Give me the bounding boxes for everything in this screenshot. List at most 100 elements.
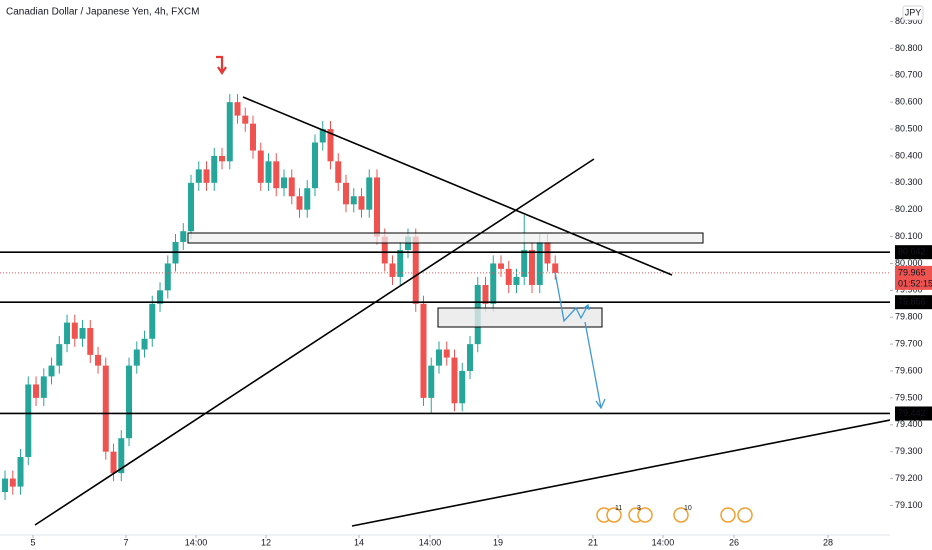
candle-body — [335, 161, 342, 183]
x-tick-label: 21 — [588, 537, 598, 547]
event-icon — [720, 507, 736, 523]
x-tick-label: 19 — [493, 537, 503, 547]
candle-body — [288, 177, 295, 197]
y-tick-label: 79.100 — [895, 500, 923, 510]
y-tick-label: 80.000 — [895, 258, 923, 268]
candle-body — [374, 177, 381, 237]
candle-body — [505, 268, 512, 285]
candle-body — [358, 196, 365, 210]
candle-body — [110, 451, 117, 474]
projection-path — [584, 321, 606, 410]
candle-body — [242, 115, 249, 124]
candle-body — [17, 457, 24, 487]
candle-body — [40, 376, 47, 398]
currency-button[interactable] — [902, 5, 924, 21]
candle-body — [102, 365, 109, 452]
plot-area — [0, 94, 890, 501]
candle-body — [435, 349, 442, 366]
candle-body — [257, 150, 264, 183]
x-tick-label: 5 — [31, 537, 36, 547]
y-tick-label: 80.100 — [895, 231, 923, 241]
candle-body — [304, 188, 311, 210]
candle-body — [9, 478, 16, 487]
y-tick-label: 79.500 — [895, 392, 923, 402]
level-box — [895, 245, 932, 260]
y-tick-label: 80.500 — [895, 123, 923, 133]
y-tick-label: 80.600 — [895, 97, 923, 107]
event-icon — [737, 507, 753, 523]
candle-body — [490, 263, 497, 304]
candle-body — [265, 161, 272, 183]
candle-body — [250, 123, 257, 151]
candle-body — [211, 155, 218, 183]
candle-body — [459, 371, 466, 404]
x-tick-label: 7 — [123, 537, 128, 547]
level-box — [895, 295, 932, 310]
event-count: 3 — [637, 505, 641, 512]
candle-body — [366, 177, 373, 210]
axis-layer: 79.100 79.200 79.300 79.400 79.500 79.600 79.7… — [31, 16, 932, 547]
level-label: 80.042 — [898, 247, 926, 257]
candle-body — [48, 365, 55, 377]
candle-body — [397, 250, 404, 277]
candle-body — [33, 384, 40, 398]
candle-body — [319, 129, 326, 143]
candle-body — [126, 365, 133, 439]
x-tick-label: 14:00 — [185, 537, 208, 547]
candle-body — [528, 250, 535, 285]
candle-body — [79, 327, 86, 339]
event-count: 10 — [684, 505, 692, 512]
y-tick-label: 80.300 — [895, 177, 923, 187]
candle-body — [133, 349, 140, 366]
x-tick-label: 12 — [261, 537, 271, 547]
zone-box — [187, 232, 704, 244]
candle-body — [141, 338, 148, 350]
y-tick-label: 80.700 — [895, 70, 923, 80]
y-tick-label: 79.200 — [895, 473, 923, 483]
candle-body — [521, 250, 528, 277]
candle-body — [451, 357, 458, 404]
candle-body — [149, 303, 156, 339]
candle-body — [188, 182, 195, 232]
x-tick-label: 26 — [729, 537, 739, 547]
candle-body — [343, 182, 350, 205]
candle-body — [71, 322, 78, 339]
x-tick-label: 14:00 — [652, 537, 675, 547]
event-icons: 11 3 10 — [596, 505, 753, 523]
zone-box — [437, 307, 603, 328]
y-tick-label: 80.800 — [895, 43, 923, 53]
candle-body — [428, 365, 435, 398]
candle-body — [389, 263, 396, 277]
candle-body — [281, 177, 288, 189]
candle-body — [87, 327, 94, 355]
event-icon — [673, 507, 689, 523]
candle-body — [203, 169, 210, 183]
candle-body — [25, 384, 32, 458]
candle-body — [296, 196, 303, 210]
candle-body — [195, 169, 202, 183]
candle-body — [180, 231, 187, 242]
projection-path — [554, 271, 590, 323]
event-count: 11 — [615, 505, 622, 512]
candle-body — [64, 322, 71, 345]
candle-body — [327, 129, 334, 162]
level-label: 79.856 — [898, 297, 926, 307]
level-label: 79.442 — [898, 408, 926, 418]
last-price-label: 79.965 — [898, 267, 926, 277]
chart-title: Canadian Dollar / Japanese Yen, 4h, FXCM — [6, 7, 199, 18]
candle-body — [273, 161, 280, 189]
candle-body — [226, 102, 233, 162]
signal-arrow — [216, 55, 227, 75]
candle-body — [312, 142, 319, 189]
trend-line — [242, 96, 673, 276]
y-tick-label: 79.800 — [895, 312, 923, 322]
y-tick-label: 80.400 — [895, 150, 923, 160]
candle-body — [95, 354, 102, 366]
candle-body — [118, 438, 125, 474]
candle-body — [497, 263, 504, 269]
y-tick-label: 79.600 — [895, 365, 923, 375]
candle-body — [420, 303, 427, 398]
